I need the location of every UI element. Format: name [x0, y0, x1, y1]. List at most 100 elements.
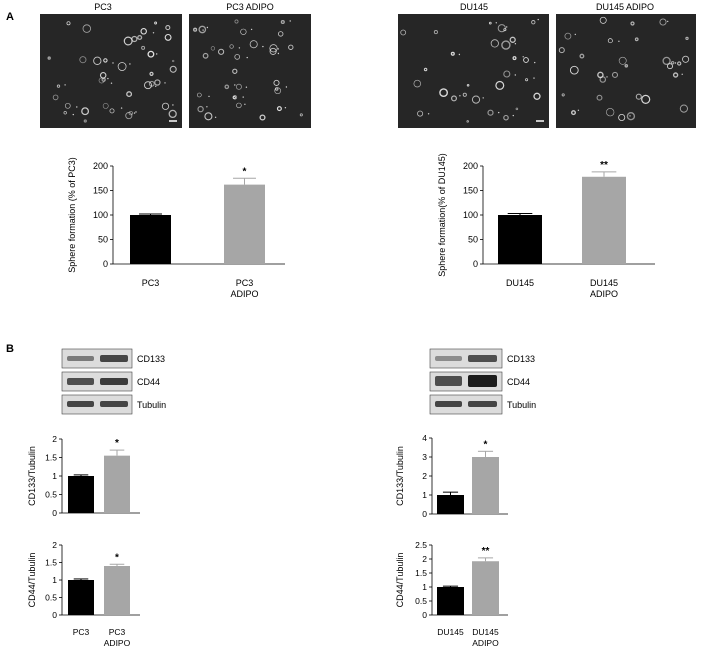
- sphere: [501, 40, 511, 50]
- particle: [537, 18, 539, 21]
- blot-label-cd133: CD133: [507, 354, 535, 364]
- micrograph-background: [556, 14, 696, 128]
- sphere: [218, 48, 225, 55]
- sphere: [63, 111, 67, 115]
- panel-label-a: A: [6, 11, 14, 23]
- sphere: [533, 92, 541, 100]
- sphere: [509, 36, 516, 43]
- x-tick-label: PC3: [142, 278, 160, 288]
- y-tick-label: 3: [422, 452, 427, 462]
- sphere: [630, 21, 635, 26]
- particle: [135, 111, 137, 113]
- bar: [104, 566, 130, 615]
- sphere: [413, 79, 422, 88]
- micrograph-images: [40, 14, 696, 128]
- sphere: [99, 72, 107, 79]
- micrograph-background: [40, 14, 182, 128]
- blot-band: [100, 401, 128, 407]
- blot-strip: [61, 371, 133, 392]
- y-tick-label: 2: [422, 554, 427, 564]
- particle: [242, 96, 244, 98]
- sphere: [103, 58, 108, 63]
- sphere: [503, 28, 507, 32]
- particle: [64, 84, 66, 86]
- sphere: [685, 36, 689, 41]
- sphere: [154, 79, 161, 86]
- x-tick-label: ADIPO: [472, 638, 499, 648]
- blot-label-cd44: CD44: [507, 377, 530, 387]
- particle: [534, 61, 536, 64]
- sphere: [634, 37, 639, 42]
- sphere: [79, 56, 87, 64]
- sphere: [607, 38, 613, 44]
- sphere: [148, 80, 155, 87]
- sphere: [278, 31, 284, 37]
- significance-marker: *: [115, 552, 119, 563]
- sphere: [512, 56, 517, 61]
- particle: [674, 62, 677, 64]
- bar: [130, 215, 171, 264]
- y-tick-label: 1: [422, 582, 427, 592]
- x-tick-label: DU145: [506, 278, 534, 288]
- sphere: [433, 30, 438, 35]
- sphere: [423, 67, 428, 72]
- sphere: [202, 52, 209, 59]
- blot-band: [468, 355, 497, 362]
- sphere: [125, 112, 133, 120]
- particle: [522, 56, 524, 58]
- sphere: [81, 107, 90, 116]
- significance-marker: *: [243, 166, 247, 177]
- micrograph: [189, 14, 311, 128]
- panel-label-b: B: [6, 343, 14, 355]
- sphere: [672, 72, 679, 78]
- sphere: [204, 112, 213, 121]
- sphere: [102, 103, 109, 109]
- micrograph: [398, 14, 549, 128]
- sphere: [193, 27, 198, 32]
- x-tick-label: ADIPO: [230, 289, 258, 299]
- sphere: [165, 25, 171, 31]
- y-tick-label: 200: [93, 161, 108, 171]
- y-axis-label: Sphere formation(% of DU145): [437, 153, 447, 277]
- sphere: [236, 102, 242, 109]
- y-axis-label: CD44/Tubulin: [395, 553, 405, 608]
- sphere: [462, 92, 467, 97]
- sphere: [641, 94, 651, 105]
- bar: [472, 457, 499, 514]
- bar: [437, 495, 464, 514]
- particle: [156, 53, 158, 55]
- y-tick-label: 0: [103, 259, 108, 269]
- western-blot-right: CD133 CD44 Tubulin: [429, 348, 536, 415]
- sphere: [83, 119, 87, 123]
- sphere: [147, 50, 155, 58]
- sphere: [488, 21, 492, 25]
- sphere: [579, 53, 585, 59]
- y-tick-label: 50: [98, 235, 108, 245]
- sphere: [128, 110, 133, 116]
- particle: [202, 29, 204, 31]
- sphere: [154, 21, 158, 25]
- x-tick-label: PC3: [109, 627, 126, 637]
- sphere: [47, 56, 51, 60]
- particle: [506, 26, 508, 28]
- bar: [437, 587, 464, 615]
- sphere: [161, 102, 170, 110]
- particle: [246, 56, 248, 59]
- sphere: [471, 95, 481, 104]
- blot-strip: [61, 348, 133, 369]
- sphere: [56, 84, 61, 88]
- sphere: [224, 84, 230, 90]
- blot-band: [67, 378, 94, 385]
- y-tick-label: 0.5: [45, 593, 57, 603]
- sphere: [169, 65, 177, 73]
- particle: [262, 45, 264, 48]
- y-tick-label: 2: [52, 540, 57, 550]
- sphere: [569, 65, 579, 75]
- y-tick-label: 0: [422, 509, 427, 519]
- x-tick-label: ADIPO: [590, 289, 618, 299]
- sphere: [400, 29, 407, 36]
- sphere: [273, 79, 280, 86]
